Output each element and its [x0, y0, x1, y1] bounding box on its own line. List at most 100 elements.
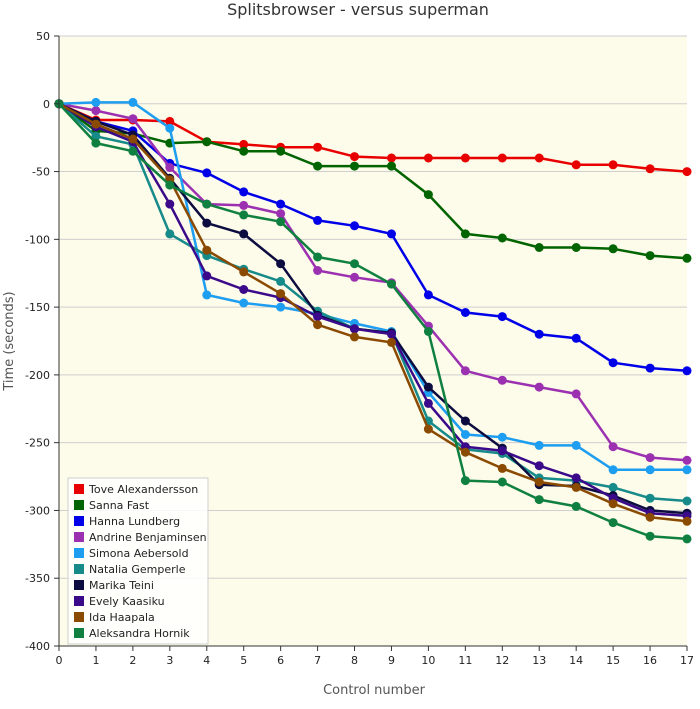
data-point — [165, 123, 175, 133]
data-point — [682, 455, 692, 465]
series-line — [58, 101, 687, 472]
data-point — [645, 465, 655, 475]
x-tick-label: 16 — [643, 654, 657, 667]
x-tick-label: 9 — [388, 654, 395, 667]
data-point — [608, 160, 618, 170]
y-tick-label: 50 — [36, 30, 50, 43]
data-point — [313, 252, 323, 262]
legend-swatch — [74, 516, 84, 526]
data-point — [91, 97, 101, 107]
data-point — [239, 139, 249, 149]
data-point — [571, 473, 581, 483]
x-tick-label: 13 — [532, 654, 546, 667]
data-point — [276, 217, 286, 227]
data-point — [534, 243, 544, 252]
data-point — [682, 253, 692, 263]
data-point — [423, 190, 433, 200]
data-point — [497, 233, 507, 243]
data-point — [128, 146, 138, 156]
data-point — [276, 209, 286, 219]
data-point — [239, 146, 249, 156]
series-line — [58, 102, 688, 518]
data-point — [608, 244, 618, 254]
data-point — [350, 152, 359, 162]
data-point — [313, 312, 323, 322]
legend-label: Ida Haapala — [89, 611, 155, 624]
data-point — [682, 496, 692, 506]
data-point — [276, 199, 286, 209]
data-point — [645, 493, 655, 503]
y-tick-label: -350 — [25, 572, 50, 585]
data-point — [313, 266, 323, 275]
data-point — [313, 215, 323, 225]
data-point — [571, 389, 581, 399]
data-point — [608, 482, 618, 492]
data-point — [682, 534, 692, 544]
data-point — [460, 366, 470, 376]
data-point — [239, 200, 249, 210]
data-point — [91, 106, 101, 116]
series-layer — [54, 97, 692, 544]
data-point — [239, 210, 249, 220]
data-point — [165, 199, 175, 209]
x-tick-label: 0 — [56, 654, 63, 667]
data-point — [497, 446, 507, 456]
data-point — [165, 116, 175, 126]
data-point — [460, 416, 470, 426]
data-point — [534, 440, 544, 450]
data-point — [460, 447, 470, 457]
data-point — [608, 358, 618, 368]
data-point — [128, 97, 138, 107]
legend-box — [67, 477, 209, 645]
series-line — [58, 102, 688, 523]
series-8 — [54, 99, 692, 526]
legend-label: Hanna Lundberg — [89, 515, 180, 528]
series-line — [58, 102, 688, 260]
data-point — [202, 245, 212, 255]
data-point — [165, 163, 175, 172]
y-tick-label: 0 — [43, 98, 50, 111]
data-point — [276, 146, 286, 156]
data-point — [571, 440, 581, 450]
x-tick-label: 1 — [92, 654, 99, 667]
data-point — [460, 229, 470, 239]
data-point — [202, 271, 212, 281]
legend-label: Andrine Benjaminsen — [89, 531, 207, 544]
legend-label: Sanna Fast — [89, 499, 150, 512]
legend-label: Natalia Gemperle — [89, 563, 186, 576]
axes — [58, 36, 687, 647]
data-point — [645, 251, 655, 261]
x-tick-label: 14 — [569, 654, 583, 667]
data-point — [460, 153, 470, 163]
data-point — [165, 180, 175, 190]
data-point — [423, 424, 433, 434]
data-point — [534, 477, 544, 487]
data-point — [350, 324, 359, 334]
data-point — [91, 131, 101, 141]
data-point — [460, 430, 470, 439]
data-point — [239, 285, 249, 294]
data-point — [91, 119, 101, 129]
data-point — [571, 160, 581, 170]
series-3 — [54, 99, 692, 465]
data-point — [423, 153, 433, 163]
x-tick-label: 10 — [421, 654, 435, 667]
data-point — [460, 308, 470, 317]
data-point — [682, 366, 692, 376]
legend-swatch — [74, 564, 84, 574]
data-point — [608, 442, 618, 452]
data-point — [387, 229, 396, 239]
data-point — [645, 531, 655, 541]
data-point — [202, 137, 212, 147]
data-point — [313, 161, 323, 171]
legend-swatch — [74, 532, 84, 542]
data-point — [239, 187, 249, 197]
x-axis-label: Control number — [323, 683, 426, 698]
y-axis-label: Time (seconds) — [2, 291, 17, 391]
legend-label: Marika Teini — [89, 579, 154, 592]
data-point — [682, 167, 692, 177]
series-line — [58, 102, 688, 541]
x-tick-label: 15 — [606, 654, 620, 667]
